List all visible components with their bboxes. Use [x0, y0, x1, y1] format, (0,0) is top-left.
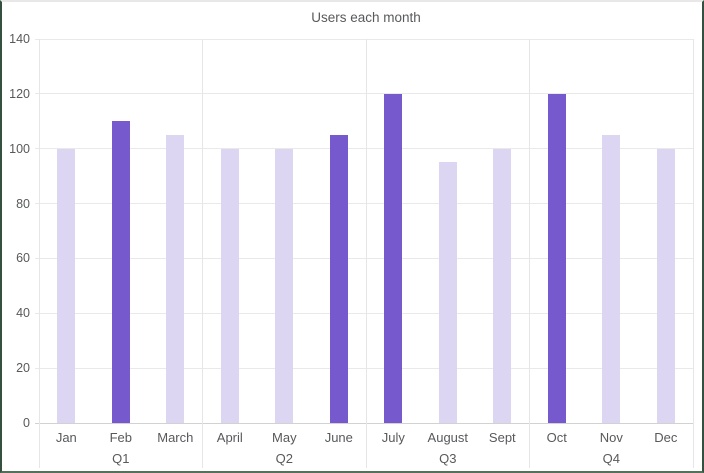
x-label-sept: Sept: [488, 430, 516, 445]
quarter-divider: [529, 39, 530, 468]
x-label-april: April: [216, 430, 243, 445]
x-axis-line: [35, 422, 693, 424]
bar-august: [438, 162, 457, 423]
y-axis-tick-label: 80: [16, 196, 30, 211]
bar-feb: [111, 121, 130, 423]
group-label-q2: Q2: [275, 451, 293, 466]
y-axis-tick-label: 0: [23, 416, 30, 430]
bar-july: [384, 93, 403, 423]
x-label-dec: Dec: [654, 430, 678, 445]
bar-jan: [57, 148, 76, 423]
plot-right-border: [692, 39, 694, 468]
x-label-june: June: [324, 430, 353, 445]
x-label-nov: Nov: [599, 430, 623, 445]
group-label-q3: Q3: [439, 451, 457, 466]
y-axis-tick-label: 140: [9, 32, 30, 46]
x-label-jan: Jan: [55, 430, 77, 445]
gridline: [35, 203, 693, 205]
group-label-q4: Q4: [602, 451, 620, 466]
y-axis-tick-label: 20: [16, 361, 30, 376]
x-label-march: March: [157, 430, 194, 445]
gridline: [35, 257, 693, 259]
gridline: [35, 367, 693, 369]
gridline: [35, 312, 693, 314]
gridline: [35, 38, 693, 40]
gridline: [35, 93, 693, 95]
x-label-oct: Oct: [546, 430, 567, 445]
y-axis-tick-label: 40: [16, 306, 30, 321]
y-axis-tick-label: 120: [9, 86, 30, 101]
group-label-q1: Q1: [112, 451, 130, 466]
bar-nov: [602, 135, 621, 423]
x-label-may: May: [272, 430, 297, 445]
bar-june: [329, 135, 348, 423]
y-axis-tick-label: 100: [9, 141, 30, 156]
x-label-july: July: [381, 430, 405, 445]
chart-title: Users each month: [311, 10, 421, 25]
x-label-feb: Feb: [109, 430, 132, 445]
bar-sept: [493, 148, 512, 423]
bar-april: [220, 148, 239, 423]
bar-dec: [656, 148, 675, 423]
bar-oct: [547, 93, 566, 423]
x-label-august: August: [427, 430, 469, 445]
y-axis-line: [38, 39, 40, 468]
quarter-divider: [365, 39, 367, 468]
gridline: [35, 148, 693, 150]
quarter-divider: [202, 39, 203, 468]
bar-march: [166, 135, 185, 423]
y-axis-tick-label: 60: [16, 251, 30, 266]
bar-may: [275, 148, 294, 423]
